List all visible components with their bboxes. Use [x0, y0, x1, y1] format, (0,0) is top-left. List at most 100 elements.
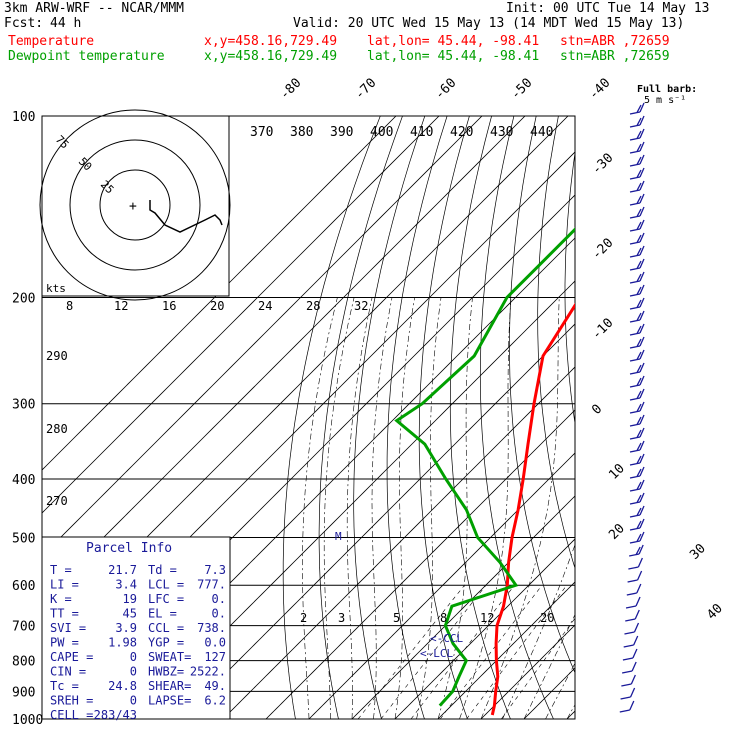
parcel-field-label: LCL =	[148, 578, 184, 592]
isotherm-line	[523, 667, 575, 719]
wind-barb-flag	[632, 648, 638, 659]
isotherm-line	[351, 495, 575, 719]
wind-barb-flag	[639, 375, 645, 386]
wind-barb-staff	[629, 345, 641, 349]
parcel-field-value: 1.98	[108, 636, 137, 650]
wind-barb-flag	[639, 206, 645, 217]
wind-barb	[624, 622, 640, 635]
wind-barb	[626, 583, 642, 596]
parcel-field-value: 19	[123, 592, 137, 606]
theta-label: 410	[410, 125, 433, 140]
hodograph-box	[41, 115, 230, 297]
wind-barb	[629, 232, 645, 245]
isotherm-label: -80	[277, 76, 304, 103]
wind-barb-flag	[639, 492, 645, 503]
wind-barb	[629, 154, 645, 167]
wind-barb-flag	[637, 557, 643, 568]
hodograph-trace	[149, 200, 223, 233]
pressure-tick-label: 200	[12, 292, 35, 307]
wind-barb-flag	[639, 414, 645, 425]
parcel-field-value: 0.	[212, 592, 226, 606]
parcel-field-label: PW =	[50, 636, 79, 650]
wind-barb	[629, 479, 645, 492]
parcel-field-label: CAPE =	[50, 650, 93, 664]
hodograph-ring	[99, 169, 171, 241]
theta-label: 380	[290, 125, 313, 140]
isotherm-label: 10	[606, 461, 628, 483]
isotherm-label: -10	[589, 316, 616, 343]
forecast-label: Fcst:	[4, 16, 44, 31]
isotherm-label: -50	[508, 76, 535, 103]
dewpoint-legend: Dewpoint temperature	[8, 49, 165, 64]
parcel-field-value: 6.2	[204, 694, 226, 708]
wind-barb-flag	[639, 154, 645, 165]
moist-adiabat-line	[302, 297, 338, 719]
isotherm-line	[42, 116, 397, 471]
wind-barb-staff	[629, 553, 640, 557]
wind-barb	[629, 115, 645, 128]
dewpoint-latlon: lat,lon= 45.44, -98.41	[367, 49, 540, 64]
wind-barb-flag	[636, 130, 642, 139]
wind-barb	[625, 596, 641, 609]
mixing-ratio-label: 20	[540, 611, 554, 625]
wind-barb-flag	[639, 284, 645, 295]
dry-adiabat-line	[564, 150, 575, 426]
wind-barb-staff	[621, 683, 632, 687]
wind-barb-flag	[636, 169, 642, 178]
wind-barb-staff	[629, 267, 641, 271]
wind-barb-flag	[636, 338, 642, 347]
wind-barb-staff	[622, 670, 633, 674]
hodograph-speed-label: 24	[258, 299, 272, 313]
wind-barb-staff	[629, 111, 641, 115]
wind-barb	[629, 323, 645, 336]
mixing-ratio-label: 3	[338, 611, 345, 625]
wind-barb-staff	[629, 280, 641, 284]
wind-barb-flag	[637, 570, 643, 581]
wind-barb-flag	[639, 388, 645, 399]
wind-barb-flag	[633, 622, 640, 633]
isotherm-line	[42, 116, 440, 514]
parcel-field-label: YGP =	[148, 636, 184, 650]
wind-barb-staff	[629, 163, 641, 167]
wind-barb-flag	[636, 455, 642, 464]
parcel-field-value: 0	[130, 694, 137, 708]
wind-barb-staff	[629, 124, 641, 128]
parcel-field-value: 2522.	[190, 665, 226, 679]
temperature-profile	[490, 302, 575, 716]
wind-barb	[629, 180, 645, 193]
wind-barb-flag	[639, 336, 645, 347]
wind-barb	[629, 102, 645, 115]
parcel-field-value: 7.3	[204, 563, 226, 577]
ccl-annotation: <-CCL	[430, 632, 463, 645]
wind-barb-flag	[639, 531, 645, 542]
temperature-stn: stn=ABR ,72659	[560, 34, 670, 49]
wind-barb-flag	[639, 401, 645, 412]
wind-barb-flag	[639, 453, 645, 464]
wind-barb-flag	[639, 427, 645, 438]
wind-barb	[621, 674, 636, 687]
wind-barb-flag	[636, 260, 642, 269]
wind-barb	[629, 297, 645, 310]
dry-adiabat-line	[386, 116, 448, 719]
isotherm-label: 20	[606, 521, 628, 543]
wind-barb-staff	[629, 202, 641, 206]
theta-label: 420	[450, 125, 473, 140]
pressure-tick-label: 400	[12, 473, 35, 488]
wind-barb-staff	[629, 488, 641, 492]
parcel-info-box	[41, 536, 231, 720]
wind-barb-staff	[629, 241, 641, 245]
wind-barb-flag	[636, 533, 642, 542]
side-theta-label: 280	[46, 422, 68, 436]
moist-adiabat-line	[371, 297, 393, 719]
wind-barb-staff	[627, 579, 638, 583]
wind-barb-flag	[636, 481, 642, 490]
wind-barb-staff	[628, 566, 639, 570]
isotherm-line	[480, 624, 575, 719]
wind-barb-staff	[629, 449, 641, 453]
wind-barb-staff	[624, 631, 635, 635]
parcel-field-label: SWEAT=	[148, 650, 191, 664]
wind-barb-flag	[636, 325, 642, 334]
wind-barb-flag	[636, 390, 642, 399]
wind-legend-title: Full barb:	[637, 84, 697, 95]
wind-barb-staff	[625, 605, 637, 609]
